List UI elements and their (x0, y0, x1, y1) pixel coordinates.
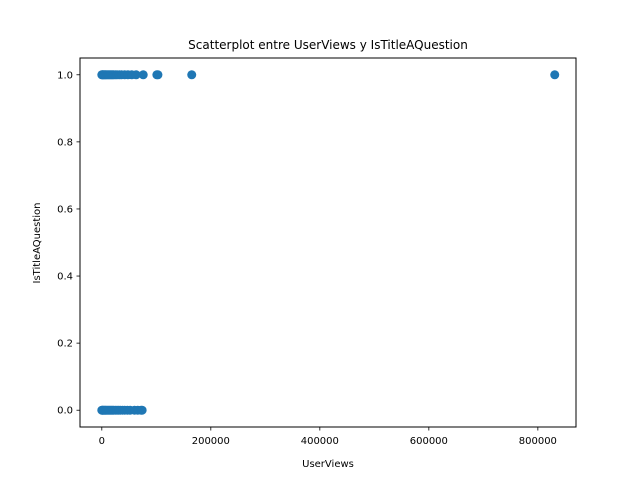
y-tick-label: 1.0 (57, 70, 73, 81)
data-points (97, 70, 560, 415)
y-tick-label: 0.2 (57, 339, 73, 350)
y-tick-label: 0.8 (57, 137, 73, 148)
data-point (153, 70, 163, 80)
x-tick-label: 200000 (192, 436, 230, 447)
x-tick-label: 400000 (301, 436, 339, 447)
x-tick-label: 600000 (410, 436, 448, 447)
data-point (187, 70, 197, 80)
y-tick-label: 0.0 (57, 406, 73, 417)
x-axis-title: UserViews (302, 459, 354, 470)
data-point (138, 70, 148, 80)
y-tick-label: 0.4 (57, 272, 73, 283)
data-point (550, 70, 560, 80)
plot-area (79, 57, 577, 428)
chart-title: Scatterplot entre UserViews y IsTitleAQu… (188, 38, 468, 52)
y-axis-title: IsTitleAQuestion (32, 203, 43, 284)
data-point (137, 405, 147, 415)
y-tick-label: 0.6 (57, 204, 73, 215)
x-tick-label: 0 (99, 436, 105, 447)
axes-frame (79, 57, 577, 428)
x-tick-label: 800000 (519, 436, 557, 447)
data-point (131, 70, 141, 80)
x-axis-ticks: 0 200000 400000 600000 800000 (99, 427, 557, 447)
y-axis-ticks: 0.0 0.2 0.4 0.6 0.8 1.0 (57, 70, 80, 417)
